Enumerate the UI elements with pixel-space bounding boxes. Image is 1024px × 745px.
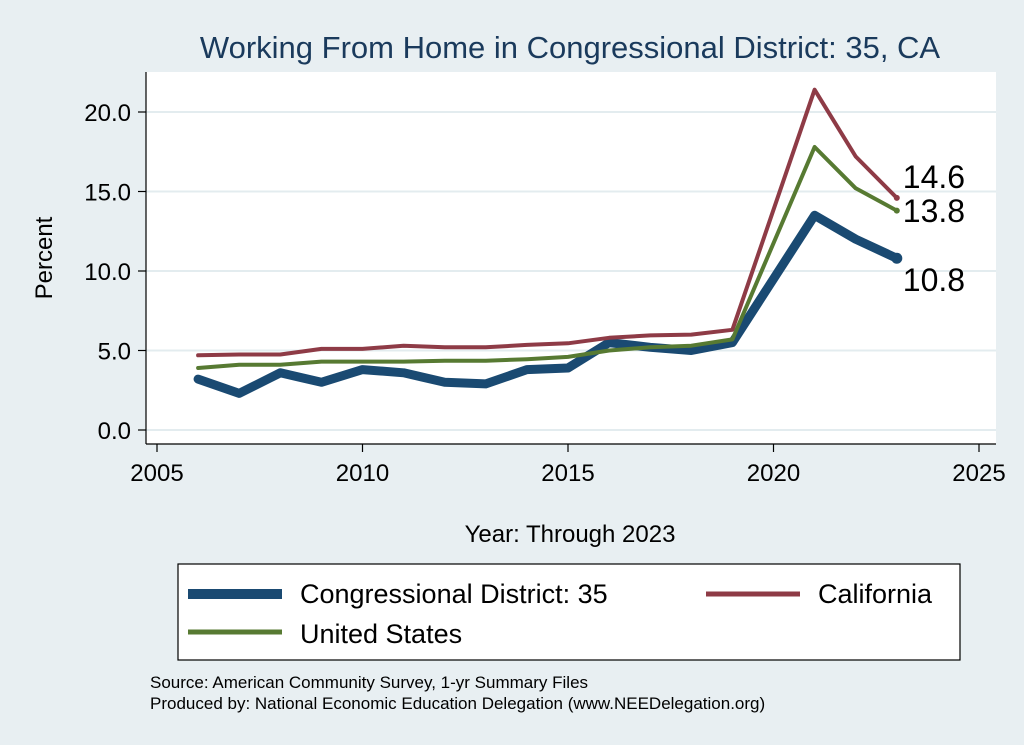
legend-label-california: California	[818, 579, 933, 609]
chart-title: Working From Home in Congressional Distr…	[200, 30, 941, 65]
x-tick-label: 2015	[541, 460, 594, 487]
y-tick-label: 0.0	[98, 418, 131, 445]
series-end-point	[891, 252, 903, 264]
series-end-point	[893, 194, 900, 201]
legend-box	[177, 563, 961, 661]
end-value-label: 14.6	[903, 159, 965, 195]
plot-area	[146, 72, 996, 444]
y-tick-label: 15.0	[84, 180, 131, 207]
y-tick-label: 10.0	[84, 259, 131, 286]
x-tick-label: 2005	[130, 460, 183, 487]
series-lines	[193, 87, 903, 398]
legend-label-united-states: United States	[300, 619, 462, 649]
legend-label-district: Congressional District: 35	[300, 579, 608, 609]
series-end-point	[893, 207, 900, 214]
x-tick-label: 2020	[747, 460, 800, 487]
series-line-california	[196, 87, 899, 358]
y-axis-title: Percent	[31, 216, 58, 299]
series-line-united-states	[196, 145, 899, 370]
series-line-congressional-district-35	[193, 210, 902, 398]
y-ticks: 0.0 5.0 10.0 15.0 20.0	[84, 100, 146, 445]
end-value-label: 10.8	[903, 262, 965, 298]
y-tick-label: 5.0	[98, 339, 131, 366]
x-tick-label: 2025	[952, 460, 1005, 487]
end-value-label: 13.8	[903, 193, 965, 229]
axes	[145, 72, 996, 445]
x-ticks: 2005 2010 2015 2020 2025	[130, 444, 1006, 487]
y-tick-label: 20.0	[84, 100, 131, 127]
gridlines	[146, 111, 996, 431]
legend: Congressional District: 35 California Un…	[177, 563, 961, 661]
x-axis-title: Year: Through 2023	[465, 521, 676, 548]
producer-note: Produced by: National Economic Education…	[150, 694, 765, 713]
end-labels: 10.8 14.613.8	[903, 159, 965, 298]
source-note: Source: American Community Survey, 1-yr …	[150, 673, 588, 692]
x-tick-label: 2010	[336, 460, 389, 487]
